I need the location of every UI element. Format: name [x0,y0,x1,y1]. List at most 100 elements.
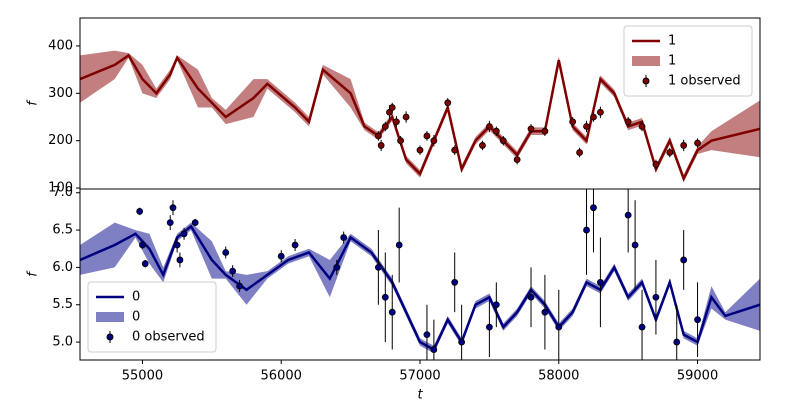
legend-box [87,281,217,353]
observed-point [624,118,632,126]
legend-marker [642,77,650,85]
x-tick-label: 56000 [261,369,302,384]
observed-point [527,125,535,133]
y-tick-label: 400 [48,38,73,53]
confidence-band [80,50,760,183]
observed-point [416,146,424,154]
y-axis-label: f [26,270,41,277]
y-tick-label: 5.5 [52,297,73,312]
y-tick-label: 200 [48,133,73,148]
observed-point [444,99,452,107]
observed-point [652,293,660,301]
y-tick-label: 7.0 [52,185,73,200]
observed-point [541,127,549,135]
observed-point [402,113,410,121]
observed-point [576,149,583,156]
legend-marker [106,333,114,341]
observed-point [236,282,243,290]
observed-point [291,241,299,249]
observed-point [377,142,385,149]
legend: 1 1 1 observed [623,25,753,97]
observed-point [652,160,660,168]
y-tick-label: 5.0 [52,335,73,350]
legend-label: 1 observed [668,74,741,89]
observed-point [666,149,674,156]
legend-label: 0 [132,290,140,305]
observed-point [176,256,184,264]
observed-point [485,123,493,130]
observed-point [333,264,341,271]
observed-point [638,123,646,130]
observed-point [166,219,174,227]
observed-point [583,123,590,130]
observed-point [499,137,507,145]
observed-point [680,256,688,264]
observed-point [673,338,681,346]
observed-point [374,264,382,271]
observed-point [340,234,348,241]
observed-point [694,316,701,324]
y-tick-label: 300 [48,86,73,101]
observed-point [136,208,144,215]
observed-point [388,104,396,111]
observed-point [381,293,389,301]
observed-point [229,267,237,275]
plot-area [80,189,760,360]
observed-point [388,308,396,316]
observed-point [395,241,403,249]
observed-point [597,108,604,116]
observed-point [222,249,230,256]
observed-point [680,142,688,149]
x-tick-label: 57000 [399,369,440,384]
observed-point [555,323,563,331]
legend-label: 0 observed [132,330,205,345]
x-axis-label: t [417,388,423,400]
observed-point [492,127,500,135]
observed-point [374,132,382,140]
observed-point [624,211,632,219]
observed-point [169,204,177,212]
y-axis-label: f [26,99,41,106]
legend-label: 1 [668,34,676,49]
observed-point [590,113,597,121]
legend-label: 1 [668,54,676,69]
observed-point [139,241,146,249]
observed-point [479,142,486,149]
legend: 0 0 0 observed [87,281,217,353]
observed-point [492,301,500,309]
observed-point [485,323,493,331]
observed-point [590,204,597,212]
observed-point [451,146,459,154]
x-tick-label: 55000 [122,369,163,384]
observed-point [597,278,604,286]
observed-point [583,226,590,234]
x-tick-label: 58000 [538,369,579,384]
legend-box [623,25,753,97]
observed-point [569,118,577,126]
observed-point [430,346,438,353]
observed-point [173,241,181,249]
legend-patch [632,56,660,66]
legend-label: 0 [132,310,140,325]
observed-point [541,308,549,316]
observed-point [423,132,431,140]
observed-point [141,260,149,268]
y-tick-label: 6.5 [52,223,73,238]
observed-point [381,123,389,130]
observed-point [180,230,188,238]
model-line [80,224,760,352]
observed-point [458,338,466,346]
observed-point [631,241,639,249]
observed-point [191,219,199,227]
observed-point [527,293,535,301]
observed-point [694,139,701,147]
legend-patch [96,312,124,322]
x-tick-label: 59000 [677,369,718,384]
observed-point [393,118,400,126]
observed-point [638,323,646,331]
observed-point [430,137,438,145]
y-tick-label: 6.0 [52,260,73,275]
y-tick-label: 100 [48,181,73,196]
observed-point [451,278,459,286]
